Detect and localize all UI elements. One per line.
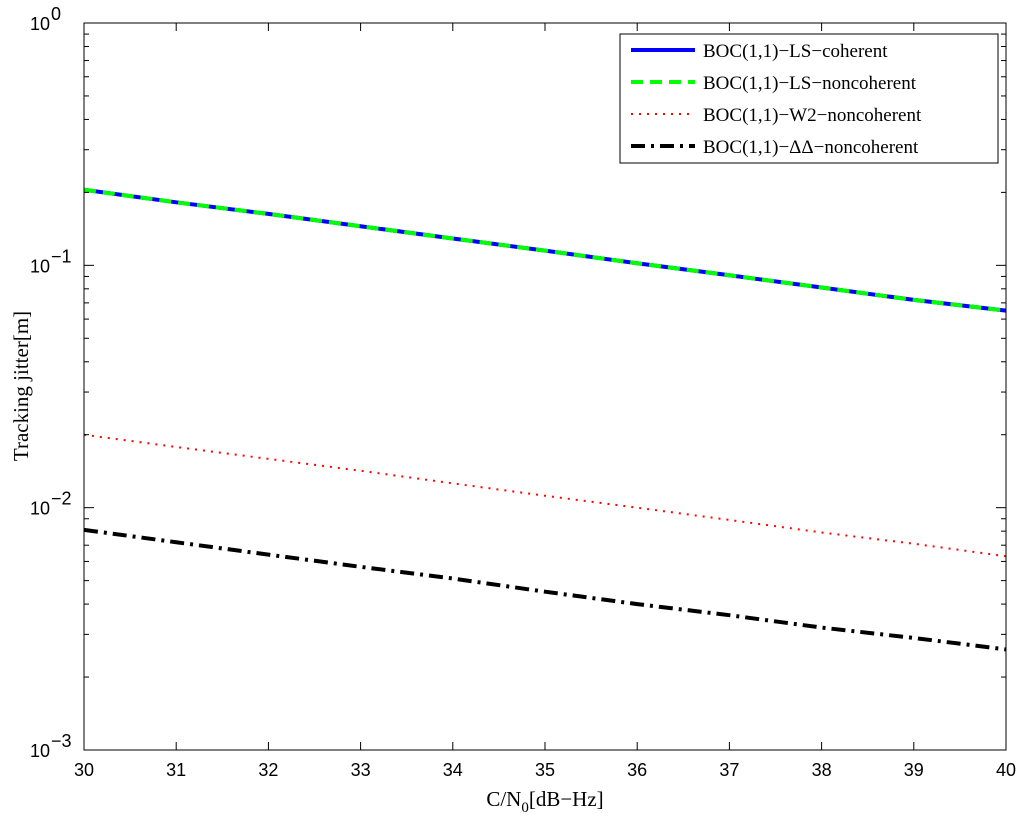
series-line-4 [83,527,1007,652]
x-tick-label: 37 [719,760,739,780]
x-tick-label: 32 [258,760,278,780]
x-tick-label: 36 [627,760,647,780]
x-axis-title: C/N0[dB−Hz] [486,787,603,816]
y-tick-label: 10 [30,741,50,761]
x-axis-title-subscript: 0 [521,800,529,816]
series-line-2 [83,187,1007,313]
legend-label-2: BOC(1,1)−LS−noncoherent [703,73,917,94]
x-tick-label: 38 [812,760,832,780]
y-tick-label: 10 [30,499,50,519]
x-tick-label: 33 [351,760,371,780]
x-tick-label: 35 [535,760,555,780]
y-tick-label-exponent: −1 [51,246,72,266]
y-tick-label: 10 [30,14,50,34]
x-tick-label: 39 [904,760,924,780]
series-layer [83,187,1007,652]
legend-label-1: BOC(1,1)−LS−coherent [703,41,888,62]
y-axis-title: Tracking jitter[m] [9,311,33,461]
x-tick-label: 31 [166,760,186,780]
x-axis-title-rest: [dB−Hz] [529,787,604,811]
x-tick-label: 30 [74,760,94,780]
x-tick-label: 40 [996,760,1016,780]
legend-box [619,33,999,164]
series-line-3 [83,433,1007,558]
y-tick-label-exponent: 0 [51,4,61,24]
y-tick-label-exponent: −3 [51,731,72,751]
legend-label-4: BOC(1,1)−ΔΔ−noncoherent [703,137,919,158]
legend-label-3: BOC(1,1)−W2−noncoherent [703,105,922,126]
y-tick-label-exponent: −2 [51,489,72,509]
legend: BOC(1,1)−LS−coherent BOC(1,1)−LS−noncoher… [619,33,999,164]
x-axis-title-main: C/N [486,787,521,811]
x-tick-label: 34 [443,760,463,780]
y-tick-label: 10 [30,256,50,276]
